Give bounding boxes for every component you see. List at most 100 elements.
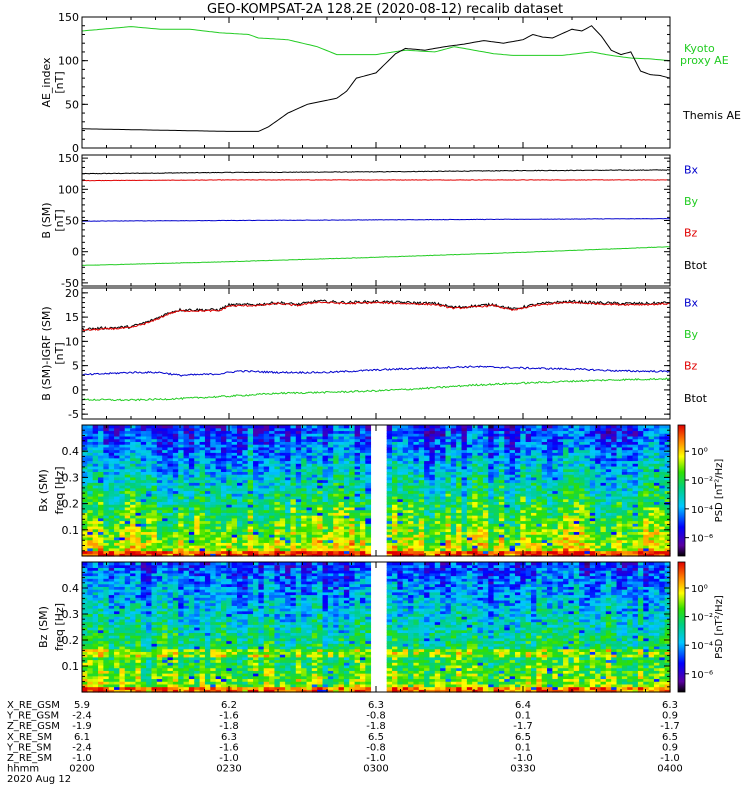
spectrogram-cell	[204, 430, 211, 434]
spectrogram-cell	[333, 479, 340, 483]
y-tick-label: 150	[58, 11, 79, 24]
spectrogram-cell	[354, 493, 361, 497]
spectrogram-cell	[119, 487, 126, 492]
spectrogram-cell	[103, 438, 110, 442]
spectrogram-cell	[285, 531, 292, 535]
spectrogram-cell	[269, 501, 276, 505]
spectrogram-cell	[253, 501, 259, 505]
spectrogram-cell	[263, 525, 270, 530]
spectrogram-cell	[327, 468, 334, 472]
spectrogram-cell	[130, 498, 137, 503]
spectrogram-cell	[194, 452, 201, 456]
spectrogram-cell	[140, 441, 147, 445]
spectrogram-cell	[258, 463, 265, 467]
spectrogram-cell	[162, 455, 169, 459]
spectrogram-cell	[397, 441, 404, 445]
spectrogram-cell	[194, 547, 201, 552]
spectrogram-cell	[183, 430, 190, 434]
spectrogram-cell	[290, 536, 297, 541]
spectrogram-cell	[306, 449, 313, 453]
spectrogram-cell	[162, 495, 169, 500]
spectrogram-cell	[119, 485, 126, 489]
spectrogram-cell	[194, 463, 201, 467]
spectrogram-cell	[237, 553, 243, 557]
spectrogram-cell	[167, 479, 174, 483]
spectrogram-cell	[231, 515, 238, 519]
spectrogram-cell	[242, 479, 249, 483]
spectrogram-cell	[269, 550, 276, 554]
spectrogram-cell	[210, 452, 217, 456]
spectrogram-cells	[82, 425, 671, 557]
spectrogram-cell	[247, 460, 254, 464]
spectrogram-cell	[333, 550, 340, 554]
spectrogram-cell	[178, 525, 185, 530]
spectrogram-cell	[108, 485, 115, 489]
spectrogram-cell	[392, 425, 398, 429]
spectrogram-cell	[247, 495, 254, 500]
spectrogram-cell	[226, 430, 233, 434]
spectrogram-cell	[253, 452, 259, 456]
spectrogram-cell	[204, 460, 211, 464]
spectrogram-cell	[178, 539, 185, 543]
spectrogram-cell	[408, 427, 415, 432]
spectrogram-cell	[124, 512, 131, 516]
spectrogram-cell	[231, 525, 238, 530]
spectrogram-cell	[162, 446, 169, 451]
spectrogram-cell	[327, 506, 334, 511]
spectrogram-cell	[386, 455, 393, 459]
spectrogram-cell	[338, 474, 345, 478]
spectrogram-cell	[386, 479, 393, 483]
spectrogram-cell	[183, 525, 190, 530]
spectrogram-cell	[343, 536, 350, 541]
spectrogram-cell	[167, 531, 174, 535]
spectrogram-cell	[183, 520, 190, 524]
spectrogram-cell	[140, 520, 147, 524]
spectrogram-cell	[333, 446, 340, 451]
spectrogram-cell	[130, 463, 137, 467]
spectrogram-cell	[386, 425, 393, 429]
spectrogram-cell	[98, 449, 104, 453]
spectrogram-cell	[114, 438, 121, 442]
spectrogram-cell	[220, 438, 227, 442]
spectrogram-cell	[178, 474, 185, 478]
spectrogram-cell	[188, 487, 195, 492]
spectrogram-cell	[220, 520, 227, 524]
legend-btot: Btot	[684, 259, 708, 272]
spectrogram-cell	[204, 433, 211, 437]
spectrogram-cell	[87, 495, 94, 500]
spectrogram-cell	[124, 485, 131, 489]
spectrogram-cell	[119, 479, 126, 483]
spectrogram-cell	[408, 487, 415, 492]
spectrogram-cell	[301, 542, 308, 546]
spectrogram-cell	[156, 528, 163, 533]
spectrogram-cell	[188, 509, 195, 513]
spectrogram-cell	[130, 512, 137, 516]
spectrogram-cell	[92, 490, 99, 494]
spectrogram-cell	[343, 460, 350, 464]
spectrogram-cell	[311, 457, 318, 462]
spectrogram-cell	[440, 539, 447, 543]
spectrogram-cell	[87, 528, 94, 533]
spectrogram-cell	[178, 498, 185, 503]
spectrogram-cell	[172, 455, 179, 459]
spectrogram-cell	[349, 449, 356, 453]
spectrogram-cell	[210, 460, 217, 464]
spectrogram-cell	[114, 536, 121, 541]
spectrogram-cell	[263, 512, 270, 516]
spectrogram-cell	[199, 515, 206, 519]
spectrogram-cell	[237, 504, 243, 508]
spectrogram-cell	[317, 542, 324, 546]
spectrogram-cell	[172, 542, 179, 546]
spectrogram-cell	[231, 433, 238, 437]
spectrogram-cell	[440, 495, 447, 500]
spectrogram-cell	[92, 542, 99, 546]
spectrogram-cell	[317, 444, 324, 448]
spectrogram-cell	[210, 485, 217, 489]
spectrogram-cell	[92, 495, 99, 500]
spectrogram-cell	[263, 495, 270, 500]
spectrogram-cell	[140, 531, 147, 535]
spectrogram-cell	[98, 441, 104, 445]
spectrogram-cell	[188, 449, 195, 453]
spectrogram-cell	[397, 542, 404, 546]
